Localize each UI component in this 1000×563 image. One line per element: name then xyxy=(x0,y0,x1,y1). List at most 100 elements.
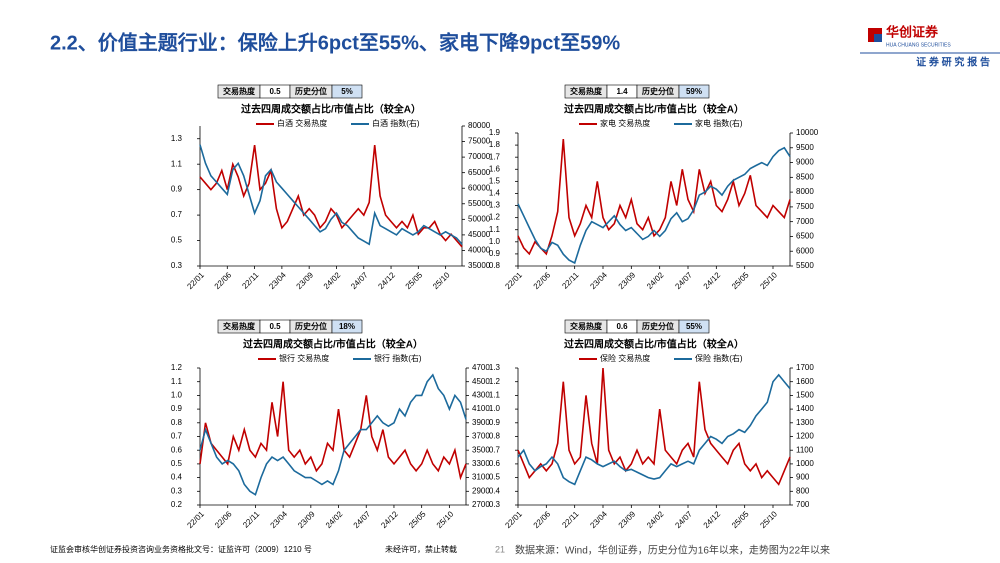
y2-tick-label: 55000 xyxy=(468,199,491,208)
info-text: 5% xyxy=(341,87,353,96)
x-tick-label: 22/11 xyxy=(560,270,580,290)
y2-tick-label: 900 xyxy=(796,473,810,482)
series-line xyxy=(517,373,791,486)
y-tick-label: 0.7 xyxy=(489,445,501,454)
y-tick-label: 1.0 xyxy=(171,391,183,400)
y2-tick-label: 9500 xyxy=(796,143,814,152)
info-text: 历史分位 xyxy=(295,321,327,331)
x-tick-label: 22/11 xyxy=(241,509,261,529)
legend-label: 白酒 指数(右) xyxy=(372,118,420,128)
y2-tick-label: 4500 xyxy=(472,377,490,386)
x-tick-label: 24/07 xyxy=(673,270,694,291)
y2-tick-label: 8500 xyxy=(796,172,814,181)
chart-title: 过去四周成交额占比/市值占比（较全A） xyxy=(241,103,421,116)
logo-text: 华创证券 xyxy=(886,24,939,39)
y2-tick-label: 70000 xyxy=(468,152,491,161)
y-tick-label: 0.5 xyxy=(489,473,501,482)
x-tick-label: 22/01 xyxy=(503,270,524,291)
y-tick-label: 0.3 xyxy=(171,486,183,495)
x-tick-label: 24/02 xyxy=(645,270,666,291)
x-tick-label: 24/12 xyxy=(702,270,723,291)
legend-label: 保险 指数(右) xyxy=(695,353,743,363)
info-text: 59% xyxy=(686,87,702,96)
y-tick-label: 0.7 xyxy=(171,432,183,441)
info-text: 55% xyxy=(686,322,702,331)
footer-notice: 未经许可，禁止转载 xyxy=(385,544,457,554)
info-text: 交易热度 xyxy=(223,86,256,96)
y2-tick-label: 3700 xyxy=(472,432,490,441)
info-text: 交易热度 xyxy=(570,86,603,96)
y2-tick-label: 3900 xyxy=(472,418,490,427)
x-tick-label: 22/01 xyxy=(185,509,206,530)
x-tick-label: 22/01 xyxy=(185,270,206,291)
y-tick-label: 0.3 xyxy=(171,261,183,270)
info-text: 1.4 xyxy=(616,87,628,96)
info-text: 0.6 xyxy=(616,322,628,331)
x-tick-label: 24/12 xyxy=(702,509,723,530)
y2-tick-label: 65000 xyxy=(468,168,491,177)
y-tick-label: 0.9 xyxy=(171,185,183,194)
y-tick-label: 0.8 xyxy=(489,432,501,441)
y2-tick-label: 9000 xyxy=(796,158,814,167)
series-line xyxy=(517,138,791,256)
x-tick-label: 22/06 xyxy=(532,509,553,530)
x-tick-label: 24/07 xyxy=(673,509,694,530)
y-tick-label: 0.8 xyxy=(171,418,183,427)
x-tick-label: 24/12 xyxy=(376,270,397,291)
y2-tick-label: 3300 xyxy=(472,459,490,468)
legend-label: 白酒 交易热度 xyxy=(277,118,327,128)
tagline: 证 券 研 究 报 告 xyxy=(916,56,990,69)
chart-title: 过去四周成交额占比/市值占比（较全A） xyxy=(564,338,744,351)
x-tick-label: 22/11 xyxy=(240,270,260,290)
legend-label: 银行 交易热度 xyxy=(279,353,329,363)
y-tick-label: 0.9 xyxy=(489,249,501,258)
y2-tick-label: 4300 xyxy=(472,391,490,400)
series-line xyxy=(517,367,791,486)
x-tick-label: 23/09 xyxy=(296,509,317,530)
series-line xyxy=(199,144,463,246)
y2-tick-label: 80000 xyxy=(468,121,491,130)
y-tick-label: 1.2 xyxy=(489,213,501,222)
info-text: 0.5 xyxy=(269,87,281,96)
x-tick-label: 23/04 xyxy=(269,509,290,530)
y-tick-label: 1.1 xyxy=(489,225,501,234)
info-text: 历史分位 xyxy=(295,86,327,96)
series-line xyxy=(517,146,791,265)
y2-tick-label: 1300 xyxy=(796,418,814,427)
info-text: 0.5 xyxy=(269,322,281,331)
y-tick-label: 1.9 xyxy=(489,128,501,137)
y2-tick-label: 4100 xyxy=(472,404,490,413)
info-cell xyxy=(678,319,710,334)
y2-tick-label: 1100 xyxy=(796,445,814,454)
x-tick-label: 25/10 xyxy=(758,509,779,530)
logo-en: HUA CHUANG SECURITIES xyxy=(886,42,951,48)
x-tick-label: 25/10 xyxy=(758,270,779,291)
y-tick-label: 0.7 xyxy=(171,210,183,219)
series-line xyxy=(199,144,463,248)
y-tick-label: 1.6 xyxy=(489,164,501,173)
y2-tick-label: 8000 xyxy=(796,187,814,196)
x-tick-label: 23/04 xyxy=(588,270,609,291)
info-cell xyxy=(331,84,363,99)
y2-tick-label: 7500 xyxy=(796,202,814,211)
chart-title: 过去四周成交额占比/市值占比（较全A） xyxy=(564,103,744,116)
x-tick-label: 23/09 xyxy=(295,270,316,291)
x-tick-label: 23/09 xyxy=(617,509,638,530)
info-text: 历史分位 xyxy=(642,86,674,96)
x-tick-label: 25/10 xyxy=(431,270,452,291)
y-tick-label: 0.9 xyxy=(171,404,183,413)
y-tick-label: 1.3 xyxy=(489,201,501,210)
y2-tick-label: 7000 xyxy=(796,217,814,226)
y-tick-label: 1.0 xyxy=(489,404,501,413)
y2-tick-label: 1200 xyxy=(796,432,814,441)
page-number: 21 xyxy=(495,544,505,554)
chart-title: 过去四周成交额占比/市值占比（较全A） xyxy=(243,338,423,351)
y-tick-label: 1.4 xyxy=(489,189,501,198)
y-tick-label: 0.6 xyxy=(489,459,501,468)
y2-tick-label: 60000 xyxy=(468,183,491,192)
x-tick-label: 24/07 xyxy=(349,270,370,291)
y2-tick-label: 45000 xyxy=(468,230,491,239)
x-tick-label: 25/05 xyxy=(407,509,428,530)
y-tick-label: 0.6 xyxy=(171,445,183,454)
